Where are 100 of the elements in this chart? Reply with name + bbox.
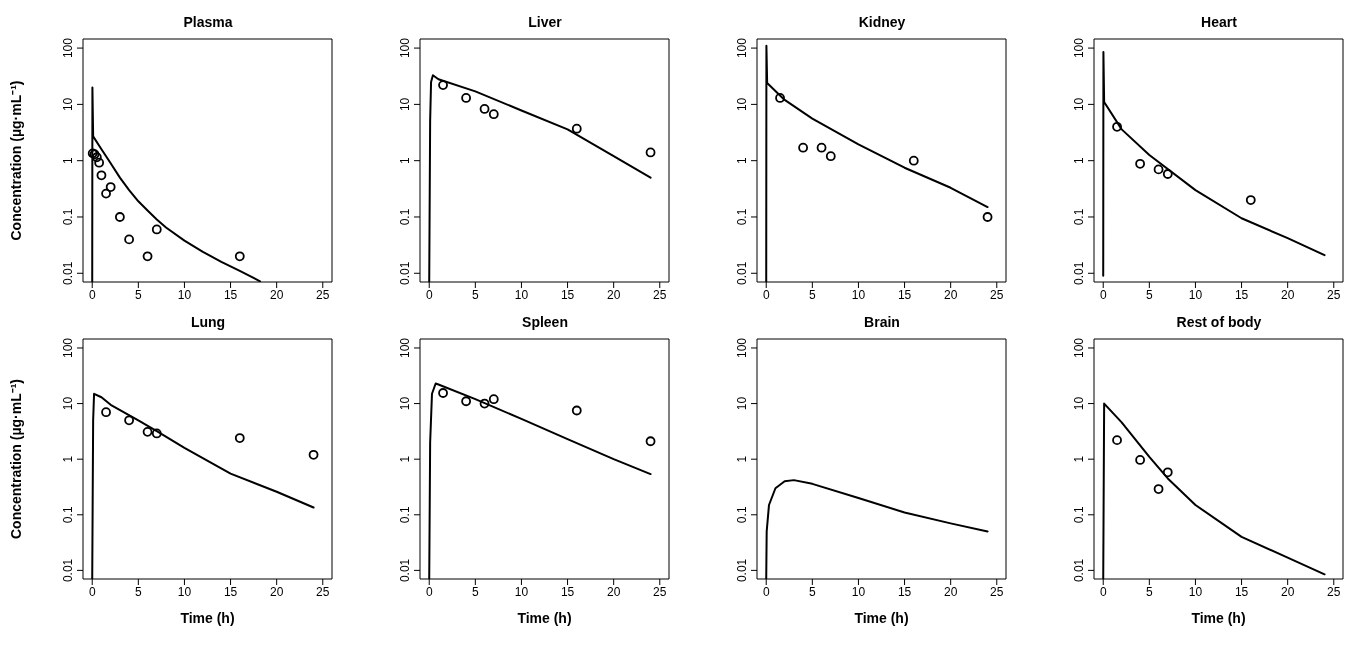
point <box>1162 467 1173 478</box>
point <box>96 170 107 181</box>
y-tick-label: 0.01 <box>735 261 749 285</box>
x-tick-label: 5 <box>808 584 816 599</box>
x-tick-label: 20 <box>606 584 621 599</box>
x-tick-label: 15 <box>1234 584 1249 599</box>
y-tick-label: 100 <box>1072 37 1086 59</box>
x-tick-label: 15 <box>223 287 238 302</box>
chart-title: Kidney <box>857 14 907 30</box>
point <box>142 251 153 262</box>
point <box>438 388 448 398</box>
x-tick-label: 10 <box>1188 584 1203 599</box>
y-tick-label: 10 <box>735 97 749 112</box>
y-tick-label: 1 <box>398 157 412 165</box>
x-tick-label: 20 <box>943 584 958 599</box>
x-tick-label: 15 <box>560 287 575 302</box>
x-tick-label: 25 <box>653 584 667 599</box>
y-tick-label: 0.1 <box>1072 506 1086 524</box>
point <box>308 449 319 460</box>
y-tick-label: 10 <box>1072 396 1086 411</box>
y-tick-label: 10 <box>398 97 412 112</box>
x-axis-title: Time (h) <box>1191 610 1246 626</box>
point <box>571 405 582 416</box>
y-tick-label: 100 <box>735 37 749 59</box>
chart-title: Spleen <box>521 314 569 330</box>
y-tick-label: 0.01 <box>61 261 75 285</box>
y-tick-label: 0.01 <box>1072 558 1086 583</box>
y-tick-label: 100 <box>61 37 75 59</box>
x-tick-label: 5 <box>471 287 479 302</box>
x-tick-label: 0 <box>425 287 433 302</box>
point <box>101 188 111 199</box>
y-tick-label: 0.1 <box>61 208 75 226</box>
x-tick-label: 10 <box>514 287 529 302</box>
x-tick-label: 10 <box>1188 287 1203 302</box>
point <box>479 104 490 114</box>
y-tick-label: 0.01 <box>1072 261 1086 285</box>
line-series <box>1102 51 1326 277</box>
point <box>775 93 785 103</box>
y-tick-label: 0.1 <box>398 506 412 524</box>
x-axis-title: Time (h) <box>180 610 235 626</box>
point <box>151 224 162 235</box>
y-tick-label: 1 <box>735 157 749 165</box>
point <box>438 80 448 91</box>
point <box>982 212 993 222</box>
x-tick-label: 25 <box>653 287 667 302</box>
x-tick-label: 10 <box>851 287 866 302</box>
chart-title: Lung <box>189 314 227 330</box>
y-tick-label: 100 <box>398 37 412 59</box>
point <box>1135 158 1146 169</box>
y-tick-label: 100 <box>61 337 75 358</box>
x-tick-label: 25 <box>316 584 330 599</box>
point <box>234 251 245 262</box>
point <box>571 123 582 134</box>
x-tick-label: 20 <box>269 287 284 302</box>
x-tick-label: 25 <box>1327 287 1341 302</box>
chart-title: Brain <box>863 314 901 330</box>
x-tick-label: 5 <box>1145 584 1153 599</box>
y-tick-label: 1 <box>735 455 749 463</box>
x-axis-title: Time (h) <box>517 610 572 626</box>
y-tick-label: 0.01 <box>61 558 75 583</box>
y-tick-label: 1 <box>61 157 75 165</box>
point <box>1153 164 1164 175</box>
chart-title: Rest of body <box>1175 314 1263 330</box>
x-tick-label: 10 <box>851 584 866 599</box>
point <box>1112 435 1122 446</box>
y-tick-label: 0.01 <box>735 558 749 583</box>
x-tick-label: 20 <box>1280 584 1295 599</box>
y-tick-label: 10 <box>735 396 749 411</box>
point <box>94 157 105 168</box>
y-axis-title: Concentration (µg·mL⁻¹) <box>7 378 24 540</box>
x-tick-label: 0 <box>762 287 770 302</box>
point <box>1162 169 1173 179</box>
point <box>1112 121 1122 132</box>
point <box>1135 455 1146 465</box>
y-tick-label: 0.1 <box>735 506 749 524</box>
chart-title: Heart <box>1200 14 1238 30</box>
y-tick-label: 1 <box>398 455 412 463</box>
point <box>101 407 111 418</box>
y-tick-label: 100 <box>398 337 412 358</box>
x-tick-label: 10 <box>177 584 192 599</box>
x-tick-label: 15 <box>897 287 912 302</box>
point <box>114 212 125 222</box>
y-tick-label: 1 <box>1072 157 1086 165</box>
point <box>825 151 836 162</box>
x-tick-label: 5 <box>134 287 142 302</box>
y-tick-label: 10 <box>398 396 412 411</box>
y-tick-label: 0.1 <box>61 506 75 524</box>
x-tick-label: 5 <box>471 584 479 599</box>
point <box>645 147 656 158</box>
x-tick-label: 25 <box>990 584 1004 599</box>
point <box>461 93 472 103</box>
x-tick-label: 5 <box>1145 287 1153 302</box>
x-tick-label: 15 <box>1234 287 1249 302</box>
point <box>124 234 135 245</box>
y-axis-title: Concentration (µg·mL⁻¹) <box>7 80 24 241</box>
y-tick-label: 10 <box>1072 97 1086 112</box>
y-tick-label: 0.01 <box>398 558 412 583</box>
chart-title: Liver <box>527 14 563 30</box>
x-tick-label: 15 <box>560 584 575 599</box>
point <box>234 433 245 443</box>
